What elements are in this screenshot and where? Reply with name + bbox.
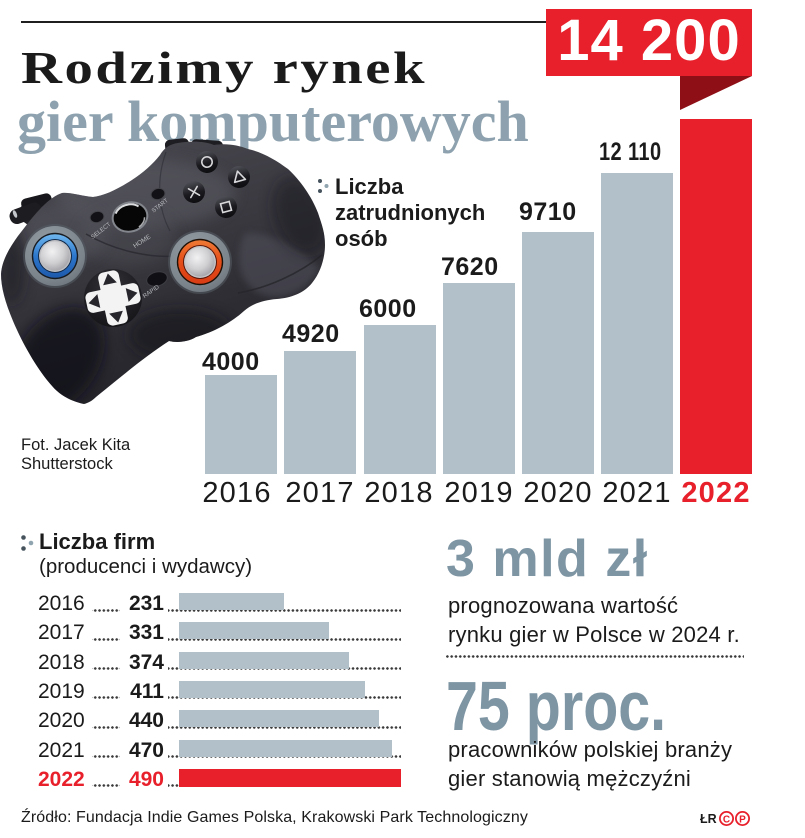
svg-text:C: C (723, 814, 730, 825)
svg-text:P: P (739, 814, 746, 825)
